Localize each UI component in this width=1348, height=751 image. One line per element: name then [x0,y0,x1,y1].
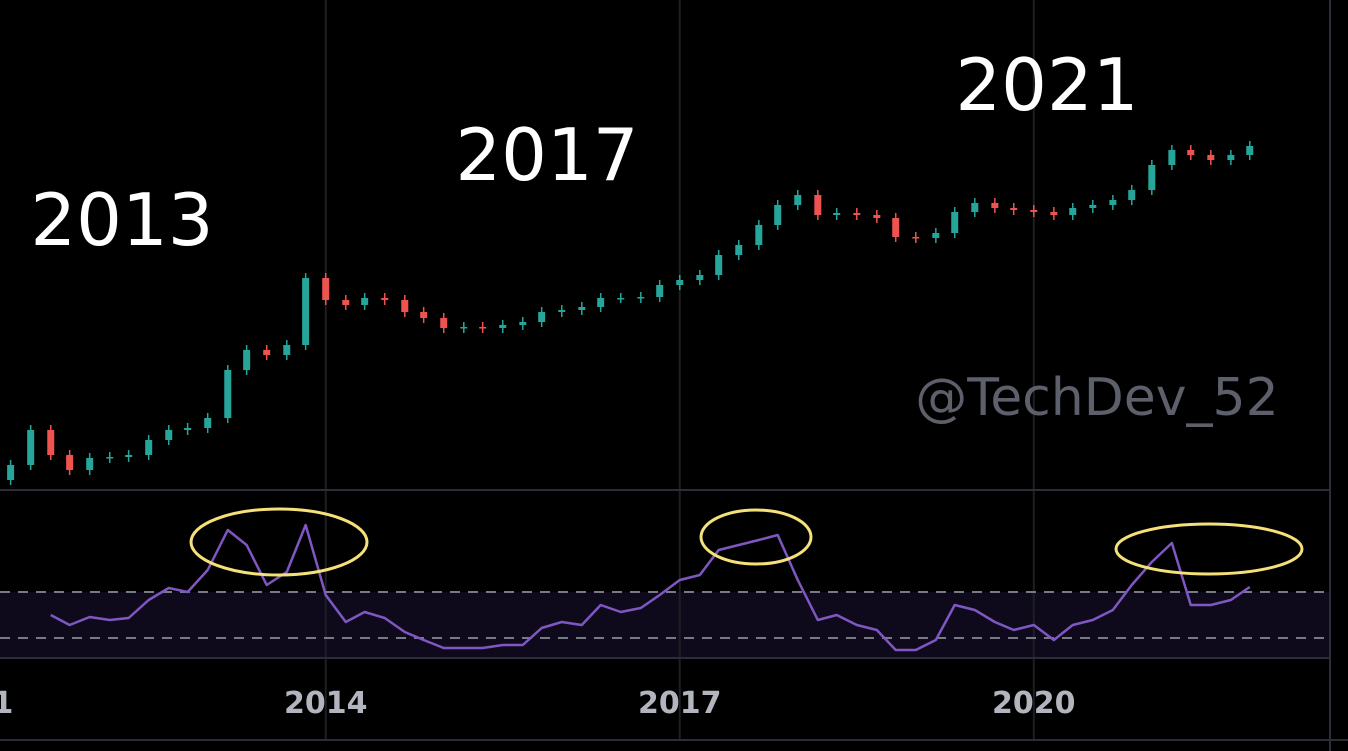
candle-body [27,430,35,465]
candle-body [774,205,782,225]
candle-body [558,310,566,312]
x-tick-label: 2011 [0,686,13,721]
candle-body [617,298,625,300]
candle-body [597,298,605,307]
candle-body [283,345,291,355]
candle-body [1148,165,1156,190]
candle-body [1050,212,1058,215]
candle-body [853,213,861,215]
candle-body [263,350,271,355]
candle-body [86,458,94,470]
x-tick-label: 2014 [284,686,368,721]
candle-body [637,297,645,299]
candle-body [873,215,881,218]
marks [7,141,1254,652]
candle-body [735,245,743,255]
candle-body [971,203,979,212]
candle-body [715,255,723,275]
candle-body [1168,150,1176,165]
candle-body [1109,200,1117,205]
candle-body [125,455,133,457]
candle-body [1207,155,1215,160]
candle-body [755,225,763,245]
candle-body [794,195,802,205]
watermark: @TechDev_52 [915,368,1278,428]
candle-body [479,327,487,329]
candle-body [814,195,822,215]
candle-body [1030,210,1038,212]
candle-body [1187,150,1195,155]
candle-body [145,440,153,455]
candle-body [243,350,251,370]
candle-body [322,278,330,300]
candle-body [302,278,310,345]
candle-body [66,455,74,470]
candle-body [381,298,389,300]
candle-body [184,428,192,430]
candle-body [892,218,900,237]
candle-body [1069,208,1077,215]
candle-body [676,280,684,285]
candle-body [106,457,114,459]
candle-body [538,312,546,322]
candle-body [47,430,55,455]
candle-body [578,307,586,310]
annotation: 2021 [955,43,1138,127]
candle-body [519,322,527,325]
highlight-ellipse [189,507,369,577]
candle-body [420,312,428,318]
x-tick-label: 2017 [638,686,722,721]
candle-body [224,370,232,418]
candle-body [342,300,350,305]
candle-body [440,318,448,328]
candle-body [932,233,940,238]
candle-body [833,213,841,215]
candle-body [1010,208,1018,210]
candle-body [951,212,959,233]
indicator-band [0,592,1330,658]
candle-body [1246,146,1254,155]
candle-body [1128,190,1136,200]
candle-body [165,430,173,440]
candle-body [1227,155,1235,160]
highlight-ellipse [1114,522,1304,576]
annotation: 2013 [30,178,213,262]
candle-body [696,275,704,280]
annotation: 2017 [455,113,638,197]
candle-body [1089,205,1097,208]
candle-body [204,418,212,428]
indicator-line [50,523,1251,652]
candle-body [991,203,999,208]
candle-body [912,237,920,239]
highlight-ellipse [699,508,813,566]
candle-body [401,300,409,312]
candle-body [460,327,468,329]
candle-body [499,325,507,328]
x-tick-label: 2020 [992,686,1076,721]
candle-body [361,298,369,305]
candle-body [656,285,664,297]
candle-body [7,465,15,480]
